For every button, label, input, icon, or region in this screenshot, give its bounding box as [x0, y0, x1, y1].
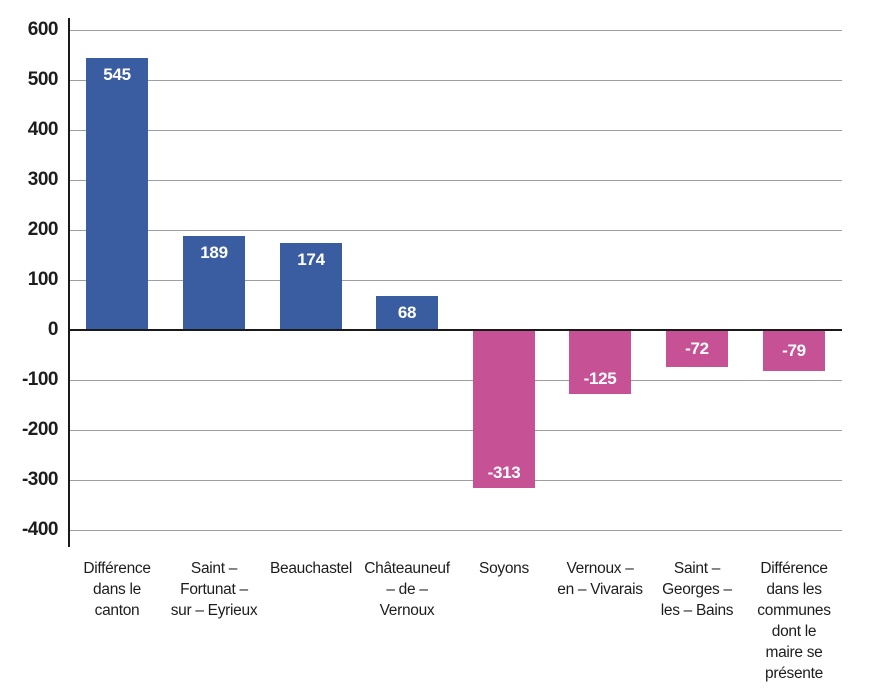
y-tick-label: 300 — [27, 169, 59, 190]
category-label-line: dans le — [93, 581, 141, 598]
gridline — [69, 230, 842, 231]
category-label: Différence dans les communes dont le maire s… — [739, 558, 849, 684]
y-tick-label: 400 — [27, 119, 59, 140]
gridline — [69, 280, 842, 281]
y-tick-label: 500 — [27, 69, 59, 90]
category-label: Châteauneuf – de – Vernoux — [352, 558, 462, 621]
category-label-line: maire se — [765, 644, 823, 661]
category-label-line: Différence — [760, 560, 828, 577]
category-label-line: dans les — [766, 581, 822, 598]
y-tick-label: 0 — [47, 319, 59, 340]
gridline — [69, 30, 842, 31]
bar-saint-fortunat-sur-eyrieux: 189 — [183, 235, 245, 330]
category-label-line: Différence — [83, 560, 151, 577]
bar-vernoux-en-vivarais: -125 — [569, 331, 631, 394]
bar-ch-teauneuf-de-vernoux: 68 — [376, 296, 438, 330]
gridline — [69, 80, 842, 81]
bar-value-label: 189 — [200, 242, 228, 262]
y-tick-label: 600 — [27, 19, 59, 40]
gridline — [69, 430, 842, 431]
category-label-line: Saint – — [190, 560, 238, 577]
category-label-line: canton — [94, 602, 140, 619]
bar-value-label: -125 — [583, 368, 617, 388]
y-tick-label: 200 — [27, 219, 59, 240]
y-tick-label: 100 — [27, 269, 59, 290]
category-label-line: Châteauneuf — [364, 560, 450, 577]
category-label-line: en – Vivarais — [557, 581, 643, 598]
bar-value-label: -72 — [685, 339, 709, 358]
bar-value-label: 545 — [103, 64, 131, 84]
bar-saint-georges-les-bains: -72 — [666, 331, 728, 367]
y-tick-label: -300 — [21, 469, 59, 490]
category-label-line: Vernoux – — [566, 560, 634, 577]
gridline — [69, 480, 842, 481]
category-label-line: dont le — [771, 623, 817, 640]
gridline — [69, 130, 842, 131]
bar-soyons: -313 — [473, 331, 535, 488]
category-label: Soyons — [449, 558, 559, 579]
category-label: Différence dans le canton — [62, 558, 172, 621]
category-label-line: communes — [757, 602, 831, 619]
bar-beauchastel: 174 — [280, 243, 342, 330]
category-label: Beauchastel — [256, 558, 366, 579]
category-label-line: Fortunat – — [180, 581, 248, 598]
gridline — [69, 380, 842, 381]
y-tick-label: -200 — [21, 419, 59, 440]
category-label-line: Saint – — [673, 560, 721, 577]
category-label-line: les – Bains — [660, 602, 734, 619]
category-label-line: Beauchastel — [269, 560, 352, 577]
category-label-line: Georges – — [662, 581, 732, 598]
category-label: Vernoux – en – Vivarais — [545, 558, 655, 600]
bar-value-label: -313 — [487, 462, 521, 482]
bar-diff-rence-dans-le-canton: 545 — [86, 57, 148, 330]
gridline — [69, 530, 842, 531]
category-label-line: Soyons — [479, 560, 529, 577]
category-label-line: sur – Eyrieux — [170, 602, 258, 619]
bar-value-label: -79 — [782, 340, 806, 360]
y-tick-label: -400 — [21, 519, 59, 540]
category-label: Saint – Georges – les – Bains — [642, 558, 752, 621]
bar-diff-rence-dans-les-communes-dont-le-maire-se-pr-sente: -79 — [763, 331, 825, 371]
bar-value-label: 174 — [297, 250, 325, 269]
category-label-line: Vernoux — [379, 602, 435, 619]
category-label-line: – de – — [386, 581, 428, 598]
category-label: Saint – Fortunat – sur – Eyrieux — [159, 558, 269, 621]
gridline — [69, 180, 842, 181]
y-tick-label: -100 — [21, 369, 59, 390]
y-axis-line — [68, 18, 70, 547]
category-label-line: présente — [765, 665, 823, 682]
bar-value-label: 68 — [397, 303, 417, 322]
zero-baseline — [69, 329, 842, 331]
